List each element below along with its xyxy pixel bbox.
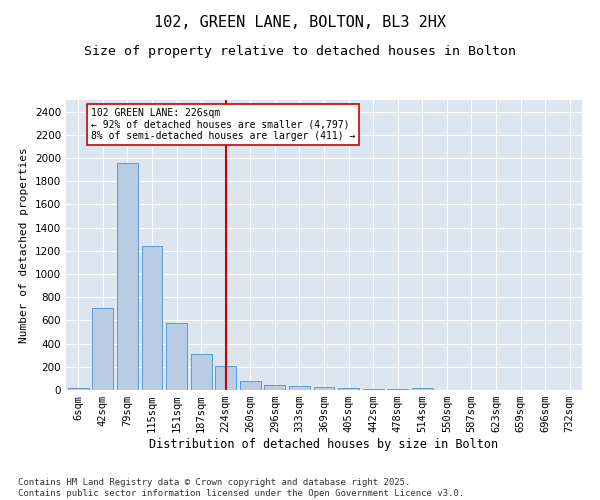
Bar: [166, 322, 187, 390]
Y-axis label: Number of detached properties: Number of detached properties: [19, 147, 29, 343]
Bar: [412, 388, 433, 390]
Text: Contains HM Land Registry data © Crown copyright and database right 2025.
Contai: Contains HM Land Registry data © Crown c…: [18, 478, 464, 498]
Bar: [240, 380, 261, 390]
Text: Size of property relative to detached houses in Bolton: Size of property relative to detached ho…: [84, 45, 516, 58]
Bar: [117, 162, 138, 390]
Text: 102, GREEN LANE, BOLTON, BL3 2HX: 102, GREEN LANE, BOLTON, BL3 2HX: [154, 15, 446, 30]
Text: 102 GREEN LANE: 226sqm
← 92% of detached houses are smaller (4,797)
8% of semi-d: 102 GREEN LANE: 226sqm ← 92% of detached…: [91, 108, 355, 142]
X-axis label: Distribution of detached houses by size in Bolton: Distribution of detached houses by size …: [149, 438, 499, 451]
Bar: [215, 366, 236, 390]
Bar: [142, 246, 163, 390]
Bar: [92, 308, 113, 390]
Bar: [314, 386, 334, 390]
Bar: [289, 386, 310, 390]
Bar: [338, 388, 359, 390]
Bar: [362, 389, 383, 390]
Bar: [191, 354, 212, 390]
Bar: [265, 385, 286, 390]
Bar: [68, 388, 89, 390]
